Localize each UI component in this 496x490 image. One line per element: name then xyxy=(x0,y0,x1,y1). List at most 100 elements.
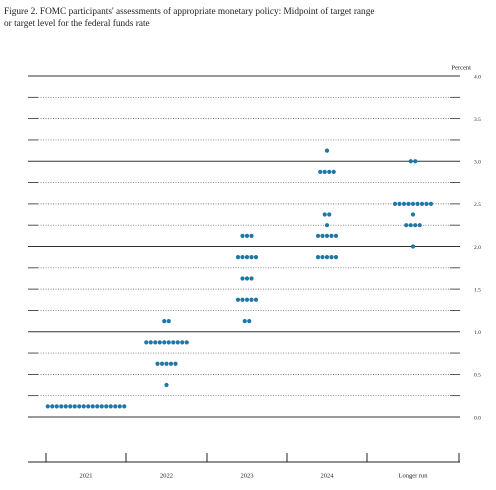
dot xyxy=(144,340,149,345)
dot xyxy=(54,404,59,409)
dot xyxy=(235,297,241,302)
dot xyxy=(324,233,330,238)
dot xyxy=(240,255,245,260)
dot xyxy=(72,404,77,409)
dot xyxy=(235,255,241,260)
dot xyxy=(81,404,86,409)
dot xyxy=(315,233,321,238)
dot xyxy=(108,404,113,409)
dot xyxy=(253,297,259,302)
dot xyxy=(322,212,327,217)
dot xyxy=(166,318,171,324)
dot xyxy=(117,404,122,409)
y-tick-label: 4.0 xyxy=(474,74,481,80)
dot xyxy=(168,361,174,366)
dot xyxy=(408,159,413,164)
dot xyxy=(240,233,245,238)
dot xyxy=(164,361,169,366)
dot xyxy=(155,361,160,366)
dot xyxy=(90,404,95,409)
y-tick-label: 3.0 xyxy=(474,160,481,166)
dot xyxy=(244,276,250,281)
dot xyxy=(318,169,323,175)
dot xyxy=(324,255,330,260)
dot xyxy=(95,404,100,409)
dot xyxy=(320,255,325,260)
dot xyxy=(428,201,434,206)
dot xyxy=(175,340,180,345)
dot xyxy=(244,255,250,260)
dot xyxy=(244,233,250,238)
dot xyxy=(180,340,185,345)
x-tick-label: 2021 xyxy=(80,472,93,479)
dot xyxy=(413,159,418,164)
dot xyxy=(331,169,336,175)
dot xyxy=(397,201,402,206)
y-tick-label: 2.0 xyxy=(474,245,481,251)
dot xyxy=(392,201,398,206)
dot xyxy=(148,340,153,345)
dot xyxy=(410,201,416,206)
dot xyxy=(247,318,252,324)
dot xyxy=(240,276,245,281)
dot xyxy=(327,212,332,217)
y-tick-label: 1.5 xyxy=(474,287,481,293)
dot xyxy=(164,382,169,388)
dot xyxy=(171,340,176,345)
dot xyxy=(184,340,189,345)
dot xyxy=(406,201,411,206)
y-tick-label: 0.5 xyxy=(474,373,481,379)
chart-title: or target level for the federal funds ra… xyxy=(4,18,150,29)
dot xyxy=(424,201,429,206)
dot xyxy=(401,201,407,206)
y-tick-label: 2.5 xyxy=(474,202,481,208)
dot xyxy=(162,318,167,324)
dot xyxy=(122,404,127,409)
dot xyxy=(408,223,413,228)
dot xyxy=(86,404,91,409)
dot xyxy=(162,340,167,345)
dot xyxy=(320,233,325,238)
dot xyxy=(157,340,162,345)
dot xyxy=(249,297,254,302)
dot xyxy=(173,361,178,366)
x-tick-label: Longer run xyxy=(398,472,428,479)
dot xyxy=(324,223,330,228)
dot xyxy=(415,201,420,206)
y-unit: Percent xyxy=(452,64,472,71)
dot xyxy=(329,255,334,260)
dot xyxy=(159,361,165,366)
dot xyxy=(45,404,50,409)
dot xyxy=(315,255,321,260)
dot xyxy=(322,169,327,175)
dot xyxy=(249,233,254,238)
dot xyxy=(68,404,73,409)
dot xyxy=(410,244,416,249)
chart-title: Figure 2. FOMC participants' assessments… xyxy=(4,6,374,17)
dot xyxy=(327,169,332,175)
dot xyxy=(113,404,118,409)
dot xyxy=(324,148,330,153)
dot xyxy=(419,201,425,206)
dot xyxy=(410,212,416,217)
dot xyxy=(404,223,409,228)
dot xyxy=(329,233,334,238)
dot xyxy=(244,297,250,302)
dot xyxy=(240,297,245,302)
y-tick-label: 3.5 xyxy=(474,117,481,123)
dot xyxy=(417,223,422,228)
x-tick-label: 2022 xyxy=(160,472,173,479)
dot xyxy=(333,255,339,260)
dot xyxy=(104,404,109,409)
y-tick-label: 0.0 xyxy=(474,415,481,421)
dot xyxy=(249,276,254,281)
dot xyxy=(153,340,158,345)
dot xyxy=(59,404,64,409)
y-tick-label: 1.0 xyxy=(474,330,481,336)
dot xyxy=(242,318,247,324)
dot xyxy=(413,223,418,228)
dot xyxy=(249,255,254,260)
dot xyxy=(77,404,82,409)
dot xyxy=(253,255,259,260)
dot xyxy=(50,404,55,409)
